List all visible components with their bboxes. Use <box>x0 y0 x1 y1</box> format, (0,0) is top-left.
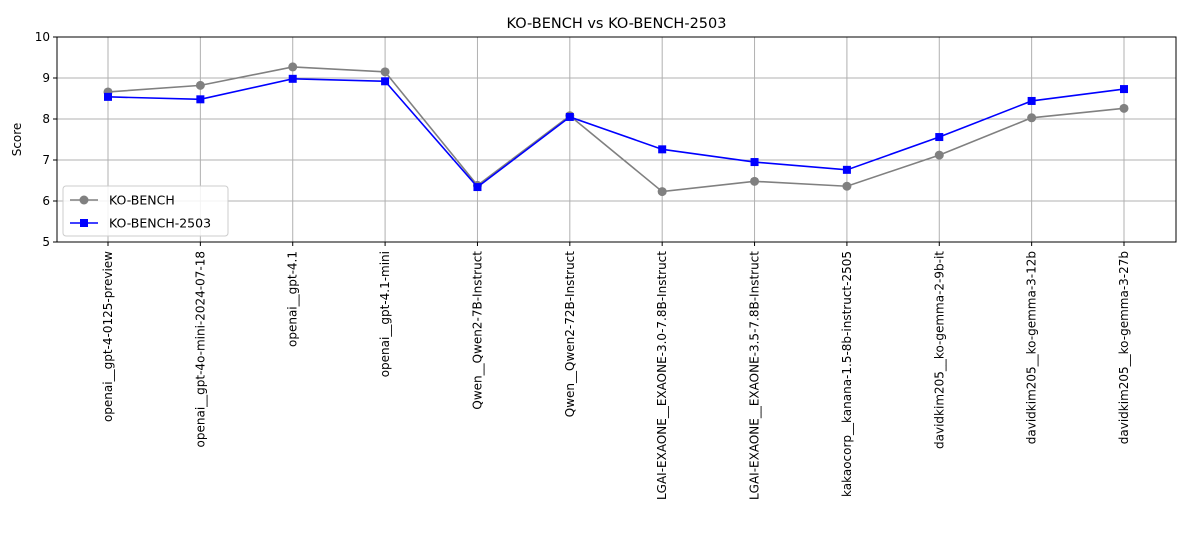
plot-frame <box>56 36 1177 243</box>
x-axis-ticks: openai__gpt-4-0125-preview openai__gpt-4o… <box>101 242 1131 500</box>
x-tick-label: openai__gpt-4-0125-preview <box>101 251 115 422</box>
data-point <box>1119 103 1129 113</box>
series-ko-bench <box>103 62 1129 197</box>
data-point <box>750 158 759 167</box>
series-line <box>107 66 1125 193</box>
x-tick-label: LGAI-EXAONE__EXAONE-3.0-7.8B-Instruct <box>655 251 669 500</box>
x-tick-label: openai__gpt-4.1-mini <box>378 251 392 377</box>
data-point <box>380 67 390 77</box>
data-point <box>195 80 205 90</box>
data-point <box>934 150 944 160</box>
data-point <box>658 145 667 154</box>
x-tick-label: davidkim205__ko-gemma-3-27b <box>1117 251 1131 444</box>
series-ko-bench-2503 <box>104 74 1128 192</box>
data-point <box>1120 85 1128 94</box>
y-axis-ticks: 5 6 7 8 9 10 <box>35 30 57 249</box>
data-point <box>842 165 851 174</box>
series-layer <box>103 62 1129 197</box>
y-tick-label: 6 <box>42 194 50 208</box>
legend: KO-BENCH KO-BENCH-2503 <box>62 185 229 237</box>
data-point <box>288 62 298 72</box>
data-point <box>657 187 667 197</box>
x-tick-label: LGAI-EXAONE__EXAONE-3.5-7.8B-Instruct <box>748 251 762 500</box>
data-point <box>196 95 205 104</box>
y-tick-label: 7 <box>42 153 50 167</box>
x-tick-label: davidkim205__ko-gemma-2-9b-it <box>932 251 946 449</box>
data-point <box>104 92 112 101</box>
data-point <box>935 133 944 142</box>
data-point <box>842 181 852 191</box>
x-tick-label: openai__gpt-4o-mini-2024-07-18 <box>193 251 207 447</box>
series-line <box>107 78 1125 189</box>
data-point <box>473 183 482 192</box>
legend-item: KO-BENCH <box>70 193 175 208</box>
x-tick-label: kakaocorp__kanana-1.5-8b-instruct-2505 <box>840 251 854 497</box>
y-tick-label: 10 <box>35 30 50 44</box>
x-tick-label: openai__gpt-4.1 <box>286 251 300 347</box>
legend-label: KO-BENCH-2503 <box>109 216 211 231</box>
y-axis-label: Score <box>10 123 24 157</box>
data-point <box>1027 113 1037 123</box>
chart-title: KO-BENCH vs KO-BENCH-2503 <box>507 16 727 32</box>
legend-box <box>62 185 229 237</box>
data-point <box>750 176 760 186</box>
legend-label: KO-BENCH <box>109 193 175 208</box>
y-tick-label: 8 <box>42 112 50 126</box>
x-tick-label: davidkim205__ko-gemma-3-12b <box>1025 251 1039 444</box>
data-point <box>381 77 390 86</box>
x-tick-label: Qwen__Qwen2-72B-Instruct <box>563 251 577 418</box>
legend-item: KO-BENCH-2503 <box>70 216 211 231</box>
y-tick-label: 9 <box>42 71 50 85</box>
data-point <box>79 195 89 205</box>
data-point <box>565 112 574 121</box>
data-point <box>80 219 88 227</box>
x-tick-label: Qwen__Qwen2-7B-Instruct <box>470 251 484 410</box>
y-tick-label: 5 <box>42 235 50 249</box>
data-point <box>1027 96 1036 105</box>
data-point <box>288 74 297 83</box>
